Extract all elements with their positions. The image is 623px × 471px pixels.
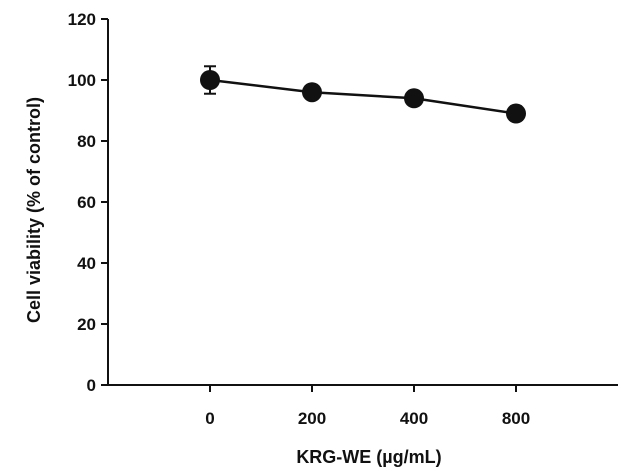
- data-point: [200, 70, 220, 90]
- series: [200, 65, 526, 124]
- x-axis: 0 200 400 800: [108, 384, 618, 428]
- y-axis: 0 20 40 60 80 100 120: [68, 10, 109, 395]
- y-tick-label: 20: [77, 315, 96, 334]
- y-axis-title: Cell viability (% of control): [24, 97, 44, 323]
- y-tick-label: 80: [77, 132, 96, 151]
- x-tick-label: 800: [502, 409, 530, 428]
- y-tick-label: 100: [68, 71, 96, 90]
- x-tick-label: 400: [400, 409, 428, 428]
- x-axis-title: KRG-WE (µg/mL): [296, 447, 441, 467]
- data-point: [506, 103, 526, 124]
- y-tick-label: 120: [68, 10, 96, 29]
- data-point: [302, 82, 322, 103]
- series-line: [209, 78, 517, 115]
- y-tick-label: 40: [77, 254, 96, 273]
- x-tick-label: 0: [205, 409, 214, 428]
- y-tick-label: 0: [87, 376, 96, 395]
- x-tick-label: 200: [298, 409, 326, 428]
- y-tick-label: 60: [77, 193, 96, 212]
- data-point: [404, 88, 424, 109]
